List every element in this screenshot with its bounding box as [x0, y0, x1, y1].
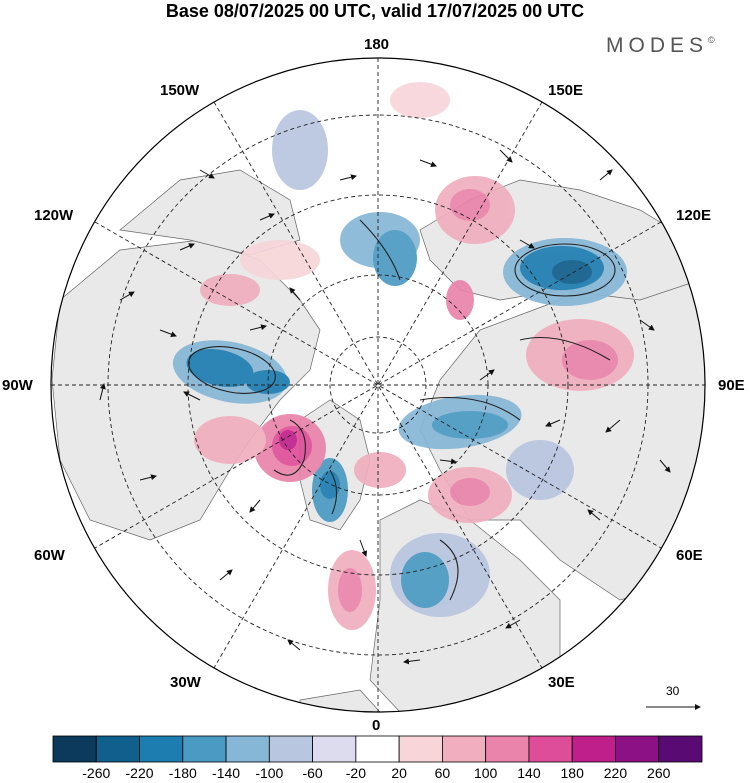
colorbar-tick-label: -260: [82, 765, 111, 781]
colorbar-swatch: [268, 735, 314, 763]
anomaly-blob: [246, 370, 290, 394]
brand-name: MODES: [606, 34, 709, 57]
anomaly-blob: [446, 280, 474, 320]
anomaly-blob: [373, 230, 417, 286]
lon-label-top-left: 150W: [160, 82, 200, 99]
colorbar-swatch: [182, 735, 227, 763]
chart-title: Base 08/07/2025 00 UTC, valid 17/07/2025…: [165, 1, 585, 21]
colorbar-tick-label: 60: [434, 765, 451, 781]
lon-label-left: 90W: [2, 377, 33, 394]
anomaly-blob: [552, 260, 592, 284]
brand-mark: ©: [708, 35, 715, 45]
anomaly-field: [172, 82, 634, 630]
anomaly-blob: [432, 411, 508, 439]
colorbar-tick-label: -100: [255, 765, 284, 781]
polar-map: [50, 57, 706, 713]
colorbar-tick-label: -140: [212, 765, 241, 781]
anomaly-blob: [506, 440, 574, 500]
colorbar-tick-label: -180: [168, 765, 197, 781]
anomaly-blob: [390, 82, 450, 118]
lon-label-bottom-left: 30W: [170, 674, 201, 691]
contour-lines: [188, 219, 616, 601]
anomaly-blob: [338, 568, 362, 612]
anomaly-blob: [194, 416, 266, 464]
anomaly-blob: [279, 430, 297, 450]
colorbar: [52, 735, 703, 763]
colorbar-tick-label: 20: [391, 765, 407, 781]
anomaly-blob: [240, 240, 320, 280]
lon-label-top: 180: [364, 36, 390, 53]
colorbar-labels: -260 -220 -180 -140 -100 -60 -20 20 60 100 140 180 2…: [0, 765, 750, 783]
lon-label-bottom: 0: [372, 717, 381, 734]
wind-vectors: [99, 149, 671, 665]
anomaly-blob: [200, 274, 260, 306]
lon-label-right: 90E: [718, 377, 745, 394]
lon-label-lower-right: 60E: [676, 547, 703, 564]
vector-reference-label: 30: [666, 684, 680, 698]
lon-label-upper-left: 120W: [34, 207, 74, 224]
colorbar-swatch: [485, 735, 530, 763]
colorbar-tick-label: 220: [603, 765, 628, 781]
colorbar-swatch: [225, 735, 270, 763]
lon-label-upper-right: 120E: [676, 207, 712, 224]
colorbar-swatch: [441, 735, 487, 763]
colorbar-swatch: [615, 735, 660, 763]
colorbar-tick-label: -60: [302, 765, 323, 781]
colorbar-swatch: [355, 735, 400, 763]
anomaly-blob: [450, 189, 490, 221]
colorbar-swatch: [139, 735, 184, 763]
colorbar-swatch: [95, 735, 140, 763]
lon-label-bottom-right: 30E: [548, 674, 575, 691]
anomaly-blob: [354, 452, 406, 488]
colorbar-tick-label: 180: [560, 765, 584, 781]
lon-label-lower-left: 60W: [34, 547, 65, 564]
map-border: [50, 57, 706, 713]
colorbar-tick-label: 140: [517, 765, 541, 781]
colorbar-tick-label: -220: [125, 765, 154, 781]
anomaly-blob: [186, 349, 254, 387]
land-alaska: [119, 169, 301, 256]
colorbar-swatch: [398, 735, 443, 763]
anomaly-blob: [450, 478, 490, 506]
colorbar-swatch: [312, 735, 357, 763]
colorbar-swatch: [528, 735, 573, 763]
colorbar-swatch: [658, 735, 703, 763]
anomaly-blob: [401, 552, 449, 608]
lon-label-top-right: 150E: [548, 82, 584, 99]
colorbar-tick-label: -20: [345, 765, 366, 781]
colorbar-swatch: [571, 735, 616, 763]
meridians: [51, 58, 705, 712]
colorbar-tick-label: 100: [473, 765, 498, 781]
brand-logo: MODES©: [606, 34, 715, 58]
colorbar-tick-label: 260: [647, 765, 671, 781]
anomaly-blob: [320, 471, 340, 499]
anomaly-blob: [272, 110, 328, 190]
anomaly-blob: [562, 340, 618, 380]
colorbar-swatch: [52, 735, 97, 763]
